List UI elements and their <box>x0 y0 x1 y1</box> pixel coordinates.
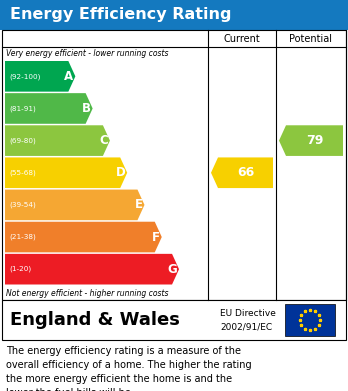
Polygon shape <box>5 93 93 124</box>
Polygon shape <box>5 254 179 285</box>
Text: 79: 79 <box>306 134 323 147</box>
Text: EU Directive: EU Directive <box>220 308 276 317</box>
Polygon shape <box>211 158 273 188</box>
Text: Not energy efficient - higher running costs: Not energy efficient - higher running co… <box>6 289 168 298</box>
Text: Very energy efficient - lower running costs: Very energy efficient - lower running co… <box>6 50 168 59</box>
Text: 66: 66 <box>237 166 254 179</box>
Bar <box>2 300 346 340</box>
Bar <box>0 0 348 30</box>
Polygon shape <box>279 125 343 156</box>
Text: Energy Efficiency Rating: Energy Efficiency Rating <box>10 7 231 23</box>
Text: D: D <box>116 166 125 179</box>
Text: Current: Current <box>224 34 260 43</box>
Text: (81-91): (81-91) <box>9 105 36 112</box>
Text: Potential: Potential <box>290 34 332 43</box>
Text: (69-80): (69-80) <box>9 137 36 144</box>
Polygon shape <box>5 222 162 252</box>
Text: (21-38): (21-38) <box>9 234 36 240</box>
Text: F: F <box>152 231 160 244</box>
Polygon shape <box>5 125 110 156</box>
Text: (92-100): (92-100) <box>9 73 40 80</box>
Text: (55-68): (55-68) <box>9 170 36 176</box>
Text: E: E <box>134 198 142 212</box>
Polygon shape <box>5 61 76 91</box>
Text: B: B <box>82 102 90 115</box>
Polygon shape <box>5 190 144 220</box>
Text: C: C <box>99 134 108 147</box>
Text: The energy efficiency rating is a measure of the
overall efficiency of a home. T: The energy efficiency rating is a measur… <box>6 346 252 391</box>
Text: A: A <box>64 70 73 83</box>
Text: G: G <box>167 263 177 276</box>
Text: England & Wales: England & Wales <box>10 311 180 329</box>
Bar <box>2 30 346 300</box>
Text: 2002/91/EC: 2002/91/EC <box>220 323 272 332</box>
Text: (39-54): (39-54) <box>9 202 36 208</box>
Text: (1-20): (1-20) <box>9 266 31 273</box>
Polygon shape <box>5 158 127 188</box>
Bar <box>285 304 335 336</box>
